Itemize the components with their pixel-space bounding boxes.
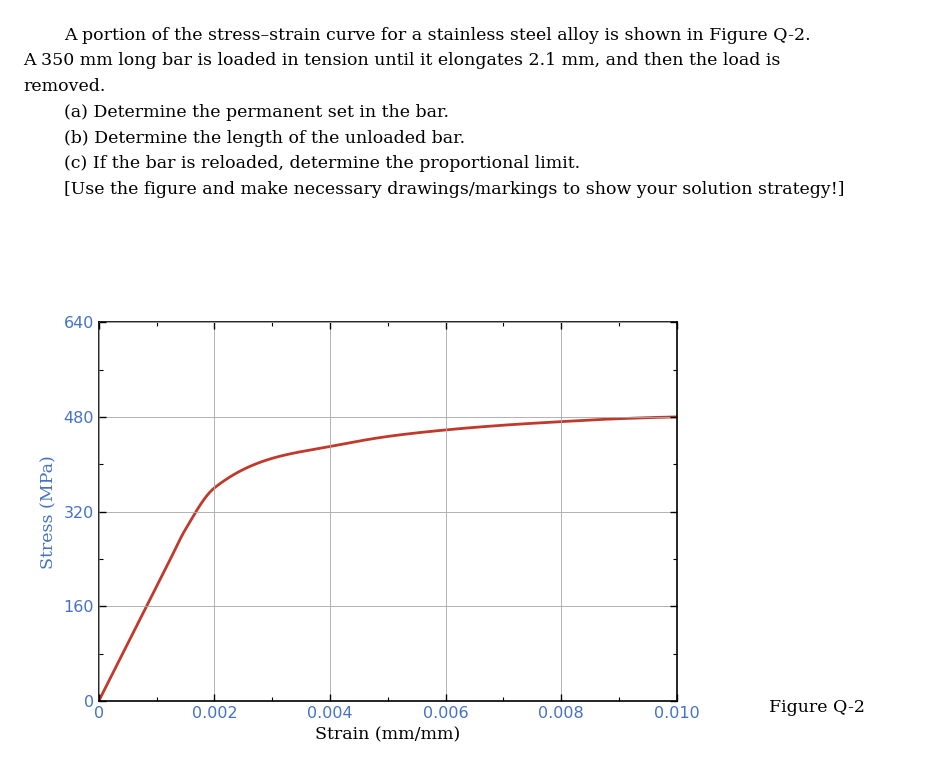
Text: [Use the figure and make necessary drawings/markings to show your solution strat: [Use the figure and make necessary drawi…: [64, 181, 844, 198]
Text: (c) If the bar is reloaded, determine the proportional limit.: (c) If the bar is reloaded, determine th…: [64, 155, 580, 172]
Text: (a) Determine the permanent set in the bar.: (a) Determine the permanent set in the b…: [64, 104, 449, 121]
Text: removed.: removed.: [24, 78, 106, 95]
Text: A 350 mm long bar is loaded in tension until it elongates 2.1 mm, and then the l: A 350 mm long bar is loaded in tension u…: [24, 52, 781, 69]
X-axis label: Strain (mm/mm): Strain (mm/mm): [315, 727, 461, 744]
Y-axis label: Stress (MPa): Stress (MPa): [40, 455, 57, 568]
Text: Figure Q-2: Figure Q-2: [769, 700, 865, 716]
Text: A portion of the stress–strain curve for a stainless steel alloy is shown in Fig: A portion of the stress–strain curve for…: [64, 27, 810, 43]
Text: (b) Determine the length of the unloaded bar.: (b) Determine the length of the unloaded…: [64, 130, 465, 146]
